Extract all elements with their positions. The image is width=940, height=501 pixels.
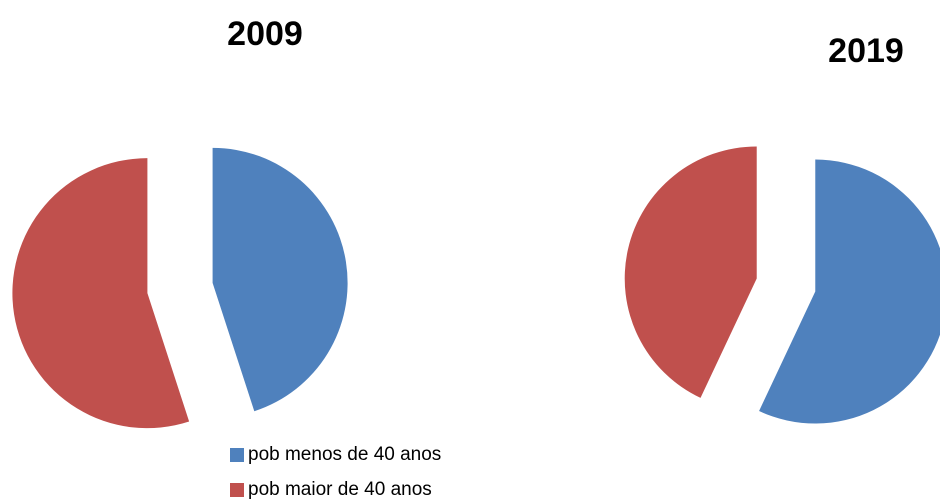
pie-slice bbox=[12, 158, 190, 429]
legend-label: pob menos de 40 anos bbox=[248, 444, 441, 465]
chart-title: 2019 bbox=[828, 32, 904, 70]
pie-slice bbox=[212, 147, 348, 412]
pie-slice bbox=[759, 159, 940, 424]
legend-label: pob maior de 40 anos bbox=[248, 479, 432, 500]
chart-title: 2009 bbox=[227, 15, 303, 53]
legend-swatch bbox=[230, 448, 244, 462]
legend-swatch bbox=[230, 483, 244, 497]
pie-slice bbox=[624, 146, 757, 398]
